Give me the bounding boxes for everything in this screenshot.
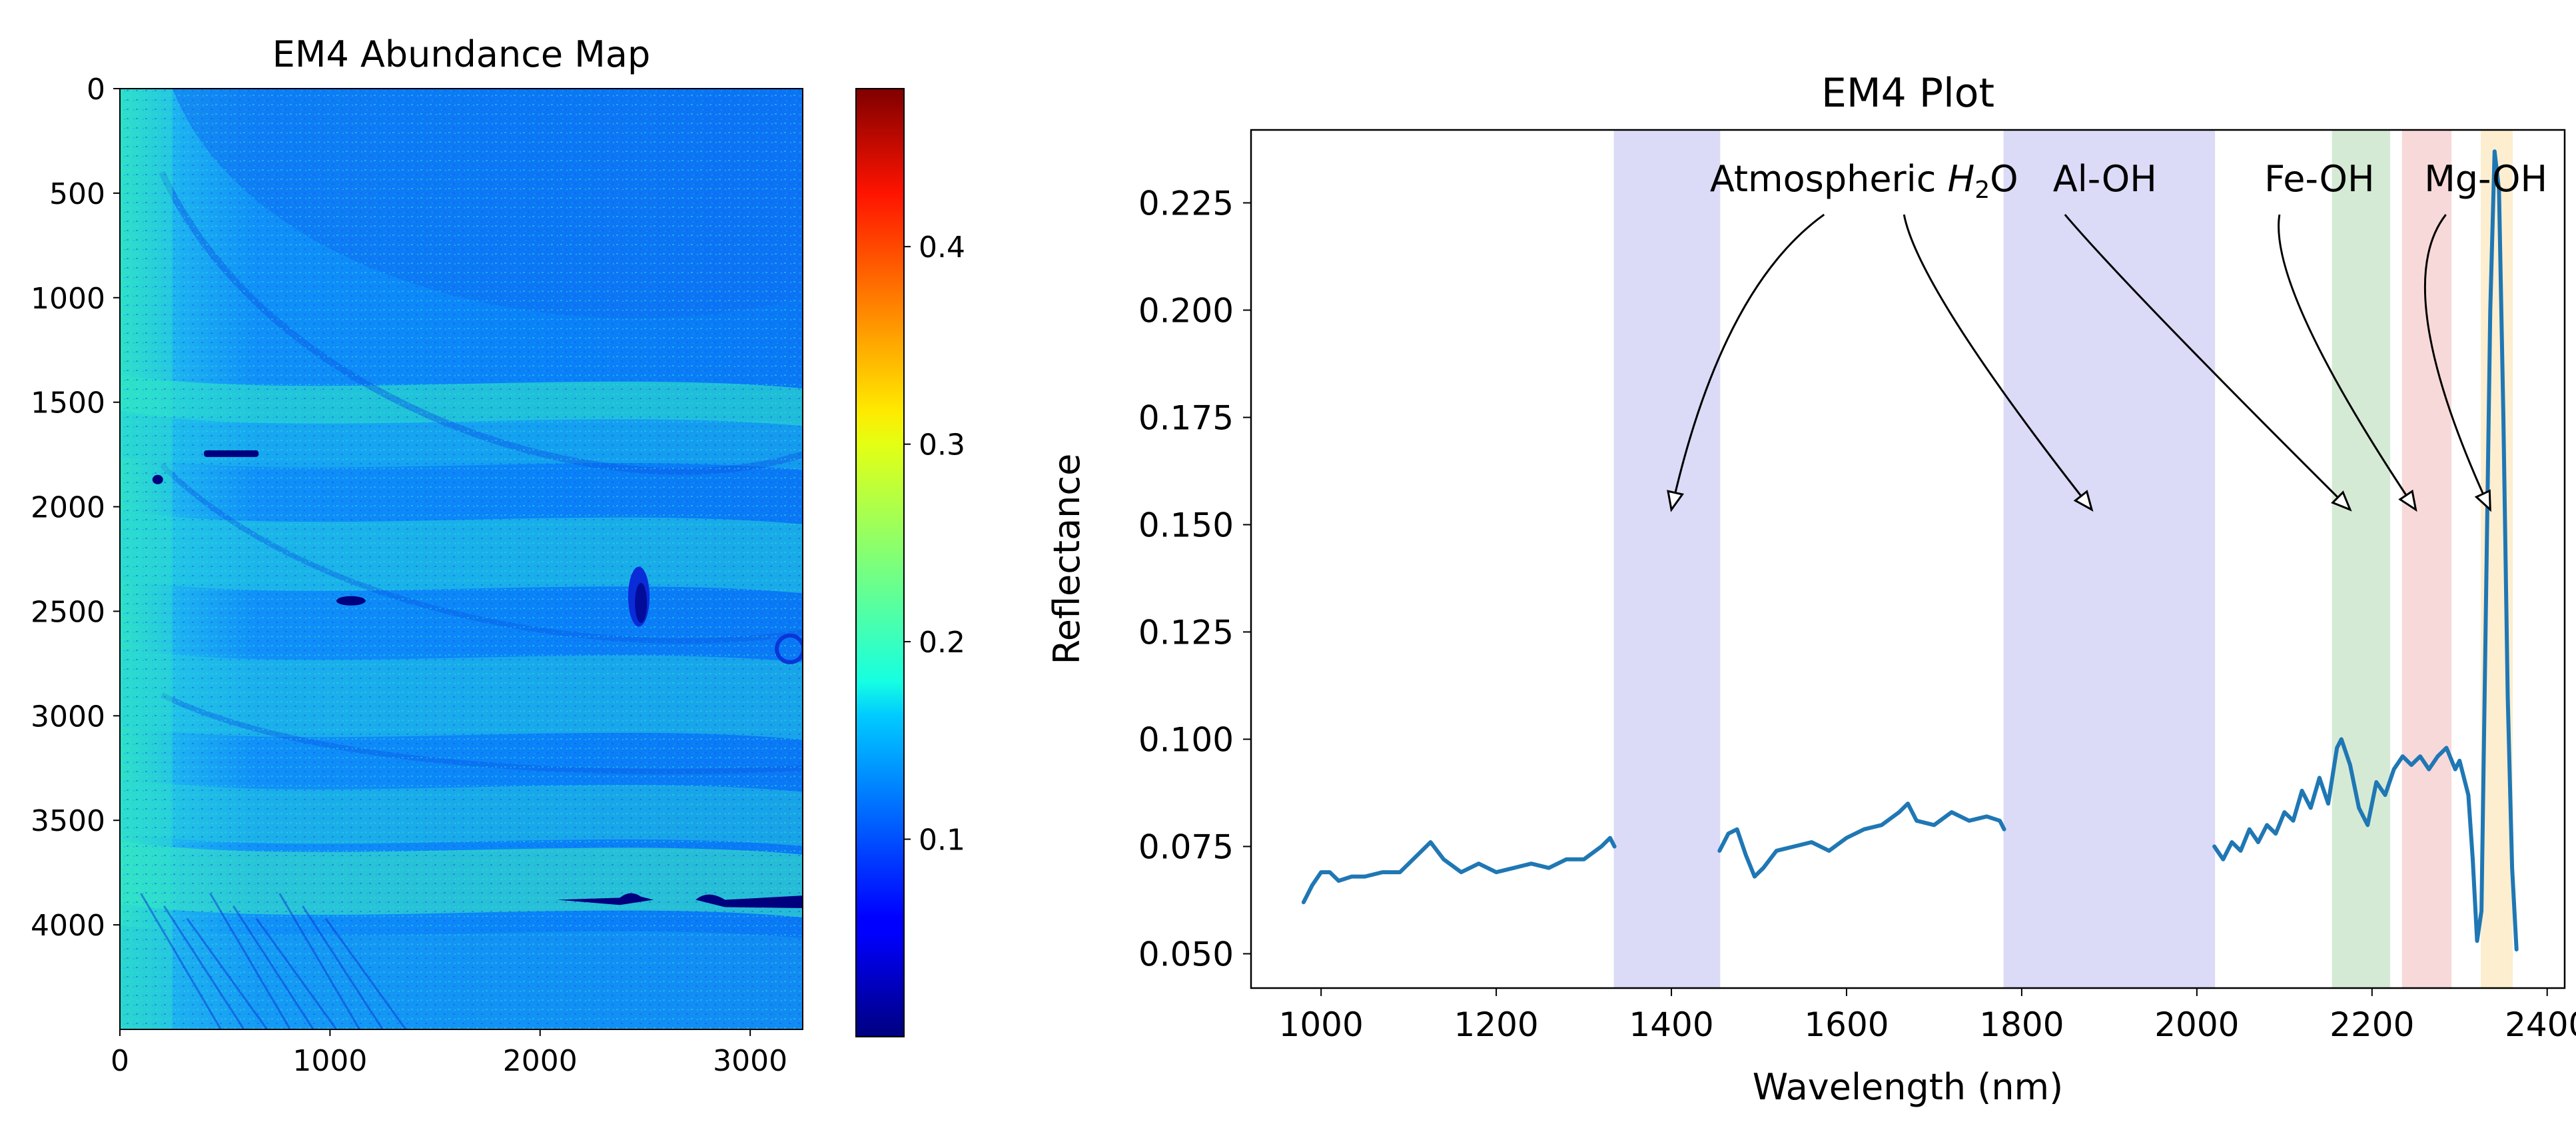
annotation-label: Atmospheric H2O — [1710, 158, 2018, 204]
colorbar-tick-label: 0.1 — [919, 824, 965, 857]
em4-series-line — [1717, 802, 2006, 879]
colorbar: 0.1 0.2 0.3 0.4 — [855, 88, 965, 1037]
annotation-label: Fe-OH — [2264, 158, 2374, 200]
heatmap-frame — [119, 88, 803, 1030]
annotation-arrow — [1903, 214, 2093, 510]
line-plot-title: EM4 Plot — [1821, 70, 1994, 117]
heatmap-streak — [163, 905, 245, 1029]
line-y-tick-label: 0.150 — [1138, 506, 1234, 544]
line-x-tick-label: 1600 — [1804, 1005, 1889, 1044]
heatmap-y-tick-label: 4000 — [31, 909, 105, 943]
heatmap-y-tick-label: 1000 — [31, 282, 105, 316]
heatmap-streak — [302, 905, 384, 1029]
heatmap-streak — [278, 893, 360, 1029]
line-y-tick-label: 0.200 — [1138, 291, 1234, 330]
annotation-label: Al-OH — [2053, 158, 2157, 200]
heatmap-streak — [324, 917, 407, 1029]
colorbar-tick-label: 0.4 — [919, 231, 965, 265]
line-x-tick-label: 1400 — [1629, 1005, 1713, 1044]
annotation-arrowhead — [2331, 490, 2352, 512]
absorption-band — [2401, 129, 2452, 989]
heatmap-spot — [152, 474, 163, 484]
annotation-label-part: O — [1990, 158, 2018, 200]
line-y-tick-label: 0.100 — [1138, 720, 1234, 759]
annotation-arrow — [1670, 213, 1825, 510]
heatmap-spot — [336, 596, 366, 606]
heatmap-spot — [557, 893, 654, 905]
absorption-band — [2003, 129, 2216, 989]
heatmap-speckle — [120, 89, 803, 1029]
line-y-tick-label: 0.175 — [1138, 398, 1234, 437]
heatmap-y-tick-label: 2000 — [31, 491, 105, 525]
colorbar-tick-label: 0.2 — [919, 626, 965, 660]
heatmap-spot — [775, 633, 803, 664]
absorption-band — [2332, 129, 2391, 989]
line-x-tick-label: 2200 — [2330, 1005, 2414, 1044]
colorbar-tick-label: 0.3 — [919, 428, 965, 462]
line-y-tick-label: 0.050 — [1138, 935, 1234, 973]
annotation-label-part: 2 — [1974, 177, 1990, 204]
heatmap-x-tick-label: 1000 — [292, 1044, 367, 1078]
heatmap-x-tick-label: 0 — [111, 1044, 129, 1078]
heatmap-streak — [140, 893, 222, 1029]
line-x-tick-label: 2000 — [2154, 1005, 2239, 1044]
line-y-tick-label: 0.125 — [1138, 613, 1234, 652]
annotation-arrowhead — [2073, 490, 2094, 512]
heatmap-streak — [255, 917, 338, 1029]
absorption-band — [1613, 129, 1721, 989]
line-x-tick-label: 1000 — [1279, 1005, 1364, 1044]
heatmap-x-tick-label: 2000 — [503, 1044, 578, 1078]
heatmap-y-tick-label: 500 — [49, 177, 105, 211]
em4-series-line — [2212, 149, 2519, 951]
heatmap-y-tick-label: 3500 — [31, 804, 105, 838]
annotation-arrowhead — [2474, 489, 2491, 512]
heatmap-spot — [695, 894, 803, 909]
annotation-label-part: Atmospheric — [1710, 158, 1948, 200]
heatmap-streak — [232, 905, 314, 1029]
heatmap-streak — [209, 893, 291, 1029]
line-x-tick-label: 1800 — [1979, 1005, 2064, 1044]
annotation-arrow — [2278, 214, 2417, 510]
heatmap-y-tick-label: 1500 — [31, 386, 105, 420]
heatmap-spot — [204, 450, 259, 457]
annotation-label-part: H — [1948, 158, 1975, 200]
annotation-arrowhead — [2398, 489, 2417, 512]
annotation-label: Mg-OH — [2424, 158, 2547, 200]
line-y-tick-label: 0.225 — [1138, 184, 1234, 223]
heatmap-x-tick-label: 3000 — [713, 1044, 787, 1078]
annotation-arrow — [2423, 214, 2491, 510]
heatmap-title: EM4 Abundance Map — [272, 33, 651, 75]
annotation-arrowhead — [1667, 490, 1685, 512]
line-plot-ylabel: Reflectance — [1046, 454, 1088, 665]
heatmap-image — [120, 89, 803, 1029]
heatmap-y-tick-label: 0 — [87, 73, 105, 107]
line-y-tick-label: 0.075 — [1138, 828, 1234, 866]
heatmap-y-tick-label: 3000 — [31, 700, 105, 734]
heatmap-streak — [186, 917, 268, 1029]
heatmap-y-tick-label: 2500 — [31, 595, 105, 629]
annotation-arrow — [2064, 214, 2351, 511]
abundance-heatmap: 0 500 1000 1500 2000 2500 3000 3500 4000 0 1000 200… — [31, 33, 803, 1078]
em4-series-line — [1301, 836, 1617, 905]
line-plot-frame — [1250, 129, 2566, 989]
line-x-tick-label: 1200 — [1454, 1005, 1538, 1044]
line-plot-xlabel: Wavelength (nm) — [1753, 1066, 2063, 1108]
heatmap-spot — [635, 582, 647, 623]
colorbar-gradient — [855, 88, 905, 1037]
